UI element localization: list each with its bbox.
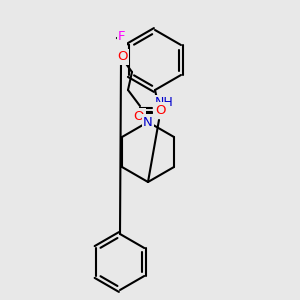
Text: O: O [117,50,127,64]
Text: O: O [155,103,165,116]
Text: NH: NH [154,97,173,110]
Text: N: N [143,116,153,128]
Text: F: F [118,31,126,44]
Text: O: O [134,110,144,122]
